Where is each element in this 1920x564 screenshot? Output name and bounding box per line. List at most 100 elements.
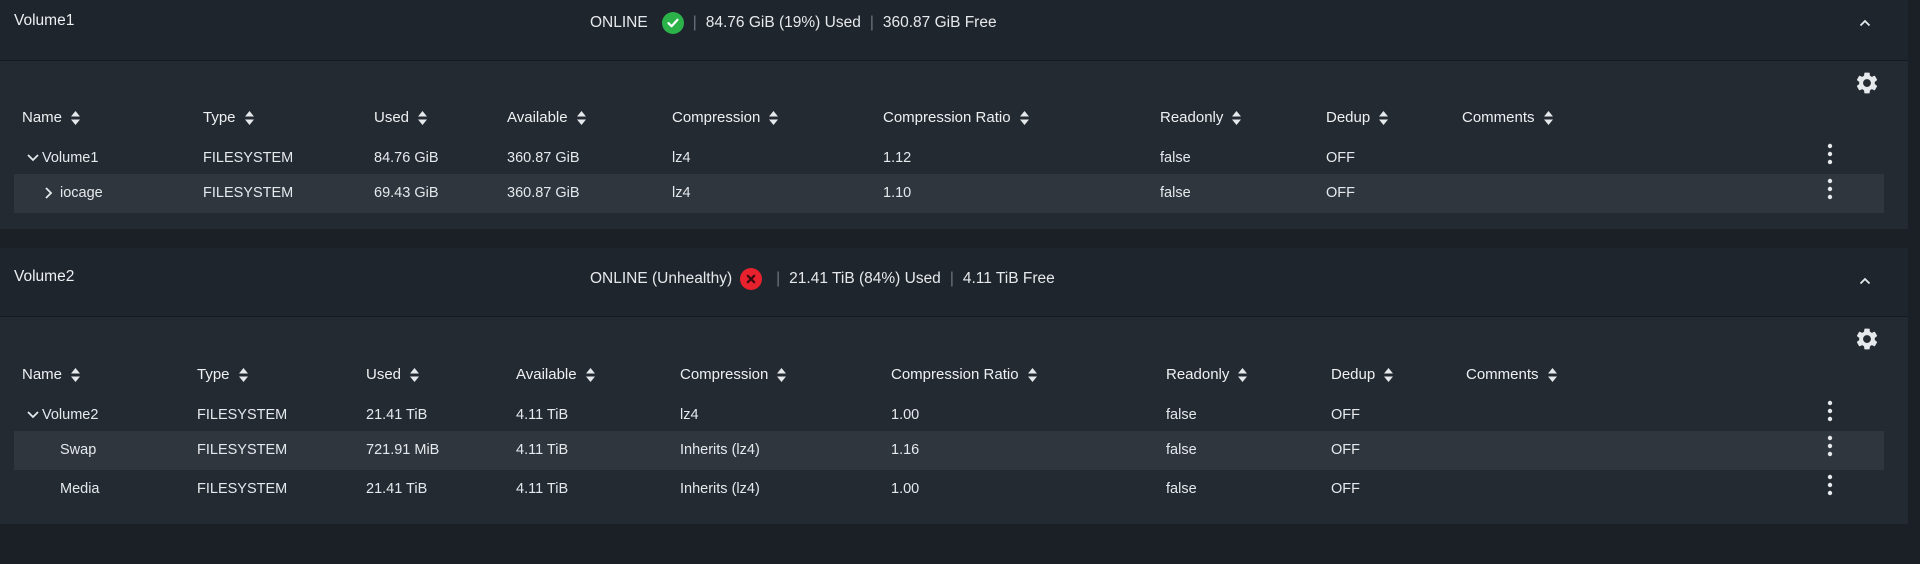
column-header-dedup[interactable]: Dedup xyxy=(1326,109,1389,126)
cell-dedup: OFF xyxy=(1326,150,1355,166)
sort-icon xyxy=(1238,367,1248,382)
cell-readonly: false xyxy=(1166,481,1197,497)
column-header-dedup[interactable]: Dedup xyxy=(1331,366,1394,383)
cell-dedup: OFF xyxy=(1331,442,1360,458)
cell-available: 360.87 GiB xyxy=(507,185,580,201)
column-header-readonly[interactable]: Readonly xyxy=(1166,366,1248,383)
cell-compression-ratio: 1.12 xyxy=(883,150,912,166)
separator: | xyxy=(949,270,954,287)
cell-readonly: false xyxy=(1166,407,1197,423)
table-row[interactable]: iocage FILESYSTEM 69.43 GiB 360.87 GiB l… xyxy=(14,174,1884,213)
column-header-available[interactable]: Available xyxy=(516,366,596,383)
used-summary: 21.41 TiB (84%) Used xyxy=(789,270,941,287)
cell-readonly: false xyxy=(1160,150,1191,166)
sort-icon xyxy=(1027,367,1037,382)
sort-icon xyxy=(1547,367,1557,382)
column-header-compression-ratio[interactable]: Compression Ratio xyxy=(883,109,1030,126)
cell-compression-ratio: 1.10 xyxy=(883,185,912,201)
cell-dedup: OFF xyxy=(1331,481,1360,497)
chevron-up-icon[interactable] xyxy=(1852,268,1878,294)
cell-available: 360.87 GiB xyxy=(507,150,580,166)
table-row[interactable]: Volume2 FILESYSTEM 21.41 TiB 4.11 TiB lz… xyxy=(14,396,1884,435)
sort-icon xyxy=(71,367,81,382)
kebab-menu-icon[interactable] xyxy=(1820,139,1840,169)
table-row[interactable]: Media FILESYSTEM 21.41 TiB 4.11 TiB Inhe… xyxy=(14,470,1884,509)
cell-compression: lz4 xyxy=(672,185,691,201)
kebab-menu-icon[interactable] xyxy=(1820,174,1840,204)
cell-dedup: OFF xyxy=(1326,185,1355,201)
cell-type: FILESYSTEM xyxy=(197,481,288,497)
column-header-used[interactable]: Used xyxy=(374,109,428,126)
volume1-header[interactable]: Volume1 ONLINE | 84.76 GiB (19%) Used | … xyxy=(0,0,1908,61)
cell-compression-ratio: 1.16 xyxy=(891,442,920,458)
column-header-name[interactable]: Name xyxy=(22,366,81,383)
sort-icon xyxy=(1543,110,1553,125)
volume2-header[interactable]: Volume2 ONLINE (Unhealthy) | 21.41 TiB (… xyxy=(0,248,1908,317)
column-header-readonly[interactable]: Readonly xyxy=(1160,109,1242,126)
cell-compression: Inherits (lz4) xyxy=(680,481,760,497)
used-summary: 84.76 GiB (19%) Used xyxy=(705,14,861,31)
separator: | xyxy=(776,270,781,287)
status-text: ONLINE xyxy=(590,14,648,31)
sort-icon xyxy=(1019,110,1029,125)
free-summary: 4.11 TiB Free xyxy=(962,270,1055,287)
gear-icon[interactable] xyxy=(1854,70,1880,96)
kebab-menu-icon[interactable] xyxy=(1820,431,1840,461)
cell-used: 21.41 TiB xyxy=(366,481,428,497)
column-header-compression-ratio[interactable]: Compression Ratio xyxy=(891,366,1038,383)
column-header-name[interactable]: Name xyxy=(22,109,81,126)
chevron-up-icon[interactable] xyxy=(1852,10,1878,36)
cell-used: 69.43 GiB xyxy=(374,185,439,201)
cell-compression-ratio: 1.00 xyxy=(891,481,920,497)
table-row[interactable]: Swap FILESYSTEM 721.91 MiB 4.11 TiB Inhe… xyxy=(14,431,1884,470)
separator: | xyxy=(692,14,697,31)
kebab-menu-icon[interactable] xyxy=(1820,396,1840,426)
cell-name: Volume1 xyxy=(42,150,99,166)
cell-dedup: OFF xyxy=(1331,407,1360,423)
cell-name: iocage xyxy=(60,185,103,201)
sort-icon xyxy=(1232,110,1242,125)
cell-type: FILESYSTEM xyxy=(203,185,294,201)
column-header-comments[interactable]: Comments xyxy=(1462,109,1554,126)
column-header-type[interactable]: Type xyxy=(203,109,255,126)
chevron-down-icon[interactable] xyxy=(26,407,40,423)
column-header-comments[interactable]: Comments xyxy=(1466,366,1558,383)
volume-status: ONLINE (Unhealthy) | 21.41 TiB (84%) Use… xyxy=(590,268,1055,290)
column-header-available[interactable]: Available xyxy=(507,109,587,126)
table-row[interactable]: Volume1 FILESYSTEM 84.76 GiB 360.87 GiB … xyxy=(14,139,1884,178)
chevron-down-icon[interactable] xyxy=(26,150,40,166)
sort-icon xyxy=(418,110,428,125)
status-text: ONLINE (Unhealthy) xyxy=(590,270,733,287)
cell-compression: lz4 xyxy=(680,407,699,423)
cell-readonly: false xyxy=(1160,185,1191,201)
kebab-menu-icon[interactable] xyxy=(1820,470,1840,500)
table-header: Name Type Used Available Compression Com… xyxy=(0,109,1908,129)
cell-available: 4.11 TiB xyxy=(516,407,569,423)
sort-icon xyxy=(1379,110,1389,125)
sort-icon xyxy=(1384,367,1394,382)
cell-used: 84.76 GiB xyxy=(374,150,439,166)
volume-name: Volume1 xyxy=(14,12,75,29)
free-summary: 360.87 GiB Free xyxy=(882,14,997,31)
sort-icon xyxy=(576,110,586,125)
cell-type: FILESYSTEM xyxy=(197,407,288,423)
volume1-panel: Volume1 ONLINE | 84.76 GiB (19%) Used | … xyxy=(0,0,1908,229)
cell-used: 721.91 MiB xyxy=(366,442,440,458)
table-header: Name Type Used Available Compression Com… xyxy=(0,366,1908,386)
cell-type: FILESYSTEM xyxy=(197,442,288,458)
volume-name: Volume2 xyxy=(14,268,75,285)
sort-icon xyxy=(71,110,81,125)
sort-icon xyxy=(244,110,254,125)
chevron-right-icon[interactable] xyxy=(42,185,56,201)
column-header-compression[interactable]: Compression xyxy=(680,366,787,383)
volume2-panel: Volume2 ONLINE (Unhealthy) | 21.41 TiB (… xyxy=(0,248,1908,524)
column-header-used[interactable]: Used xyxy=(366,366,420,383)
volume-status: ONLINE | 84.76 GiB (19%) Used | 360.87 G… xyxy=(590,12,997,34)
gear-icon[interactable] xyxy=(1854,326,1880,352)
cell-used: 21.41 TiB xyxy=(366,407,428,423)
column-header-type[interactable]: Type xyxy=(197,366,249,383)
column-header-compression[interactable]: Compression xyxy=(672,109,779,126)
x-circle-icon xyxy=(740,268,763,290)
cell-compression-ratio: 1.00 xyxy=(891,407,920,423)
sort-icon xyxy=(585,367,595,382)
